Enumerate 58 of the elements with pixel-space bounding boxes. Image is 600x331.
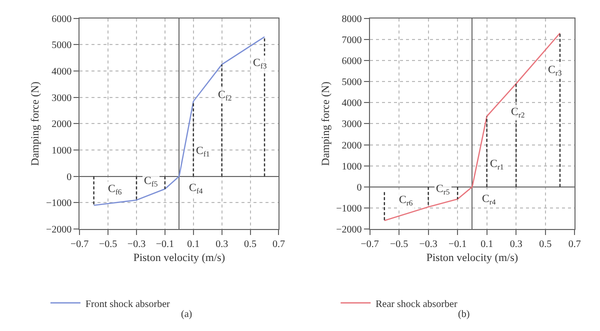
x-tick-label: −0.3 xyxy=(419,239,438,250)
annotation: C$_{r2}$ xyxy=(511,106,525,120)
x-axis-title: Piston velocity (m/s) xyxy=(133,252,226,264)
y-tick-label: 6000 xyxy=(52,14,72,25)
annotation: C$_{f6}$ xyxy=(108,183,122,196)
x-tick-label: −0.7 xyxy=(360,239,379,250)
y-tick-label: −2000 xyxy=(46,224,72,236)
y-tick-label: 0 xyxy=(66,172,72,183)
y-tick-label: 2000 xyxy=(52,119,72,130)
x-tick-label: −0.1 xyxy=(448,239,467,250)
text: (a) xyxy=(181,309,192,320)
annotation: C$_{r6}$ xyxy=(399,194,413,208)
line-series xyxy=(384,32,561,222)
x-tick-label: 0.7 xyxy=(568,239,581,250)
x-tick-label: −0.5 xyxy=(98,239,118,250)
annotation: C$_{f4}$ xyxy=(189,182,203,196)
y-tick-label: 5000 xyxy=(52,40,72,52)
x-tick-label: −0.7 xyxy=(70,239,89,250)
annotation: C$_{f5}$ xyxy=(144,175,158,188)
y-tick-label: 5000 xyxy=(342,77,362,88)
y-tick-label: −2000 xyxy=(336,224,362,236)
y-axis-title: Damping force (N) xyxy=(30,81,42,166)
y-axis-title: Damping force (N) xyxy=(320,81,332,166)
y-tick-label: 4000 xyxy=(342,98,362,110)
line-series xyxy=(93,36,266,206)
x-tick-label: 0.7 xyxy=(272,239,285,250)
y-tick-label: 8000 xyxy=(342,14,362,25)
y-tick-label: 3000 xyxy=(342,119,362,130)
y-tick-label: 1000 xyxy=(342,161,362,172)
annotation: C$_{r5}$ xyxy=(436,183,450,196)
x-tick-label: 0.1 xyxy=(480,239,494,250)
annotation: C$_{f1}$ xyxy=(196,145,210,158)
legend-label: Front shock absorber xyxy=(85,298,171,310)
x-tick-label: 0.5 xyxy=(244,239,257,250)
x-tick-label: 0.5 xyxy=(539,239,552,250)
y-tick-label: −1000 xyxy=(46,198,72,210)
x-tick-label: −0.5 xyxy=(390,239,408,250)
y-tick-label: 4000 xyxy=(52,66,72,78)
x-tick-label: 0.3 xyxy=(510,239,522,250)
annotation: C$_{r4}$ xyxy=(482,193,496,206)
y-tick-label: 7000 xyxy=(342,34,362,46)
y-tick-label: 1000 xyxy=(52,146,72,157)
text: (b) xyxy=(458,309,470,320)
annotation: C$_{r1}$ xyxy=(490,158,504,172)
y-tick-label: 2000 xyxy=(342,140,362,152)
y-tick-label: −1000 xyxy=(336,203,362,214)
x-tick-label: 0.1 xyxy=(187,239,200,250)
annotation: C$_{r3}$ xyxy=(548,64,562,78)
x-tick-label: 0.3 xyxy=(216,239,228,250)
x-tick-label: −0.1 xyxy=(156,239,174,250)
y-tick-label: 0 xyxy=(356,182,362,194)
y-tick-label: 6000 xyxy=(342,56,362,68)
x-tick-label: −0.3 xyxy=(127,239,146,250)
annotation: C$_{f3}$ xyxy=(253,57,267,70)
x-axis-title: Piston velocity (m/s) xyxy=(426,252,518,264)
annotation: C$_{f2}$ xyxy=(218,89,232,102)
legend-label: Rear shock absorber xyxy=(376,298,458,310)
y-tick-label: 3000 xyxy=(52,92,72,104)
